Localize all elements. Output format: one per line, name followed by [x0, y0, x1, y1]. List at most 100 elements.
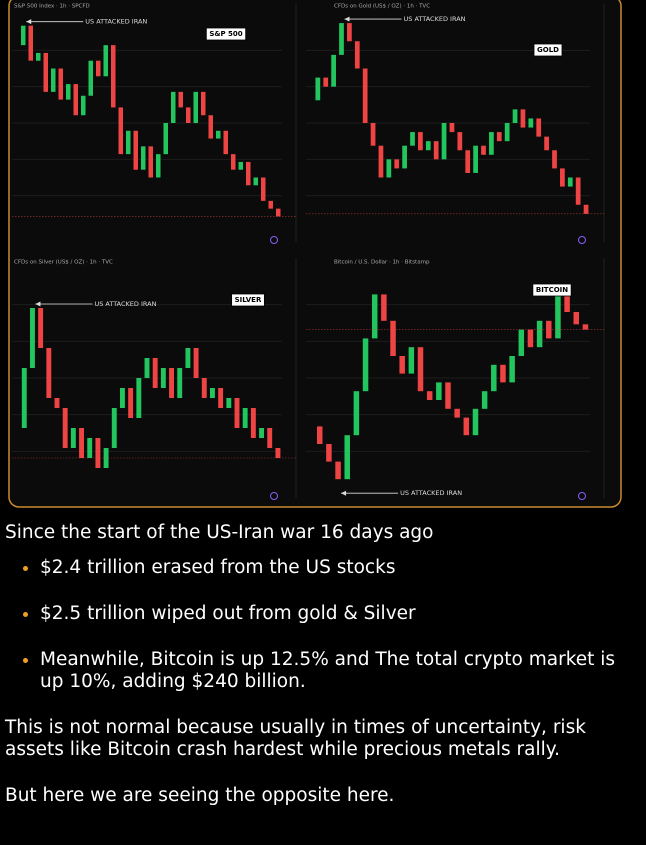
- candle: [268, 200, 273, 209]
- candle: [28, 25, 33, 61]
- candle: [472, 408, 479, 436]
- arrow-head: [35, 301, 41, 307]
- candle: [136, 378, 142, 418]
- candle: [36, 52, 41, 61]
- candle: [354, 41, 360, 69]
- candle: [481, 391, 488, 409]
- candle: [536, 320, 543, 348]
- candle: [504, 123, 510, 142]
- candle: [402, 145, 407, 169]
- candle: [315, 77, 321, 101]
- candle: [259, 428, 264, 438]
- candle: [250, 408, 256, 438]
- candle: [441, 123, 447, 160]
- annotation: US ATTACKED IRAN: [404, 15, 466, 23]
- candle: [96, 60, 101, 77]
- candle: [208, 115, 213, 139]
- candle: [573, 312, 580, 325]
- candle: [87, 438, 93, 458]
- candle: [370, 123, 376, 146]
- candle: [246, 161, 251, 186]
- candle: [73, 84, 78, 116]
- candle: [242, 408, 248, 428]
- annotation: US ATTACKED IRAN: [85, 18, 147, 26]
- candle: [38, 308, 44, 348]
- candle: [481, 145, 486, 155]
- candle: [378, 145, 384, 178]
- candle: [160, 368, 166, 388]
- candle: [103, 45, 108, 77]
- chart-header: CFDs on Silver (US$ / OZ) · 1h · TVC: [14, 260, 113, 266]
- candle: [253, 177, 258, 186]
- candle: [193, 91, 198, 123]
- candle: [30, 308, 35, 368]
- candle: [66, 84, 71, 100]
- candle: [144, 358, 150, 378]
- candle: [43, 52, 48, 92]
- chart-label: S&P 500: [209, 30, 242, 38]
- candle: [528, 118, 534, 128]
- candle: [128, 388, 134, 418]
- candle: [394, 159, 400, 169]
- candle: [46, 348, 52, 398]
- candle: [21, 368, 27, 428]
- candle: [371, 294, 378, 339]
- candle: [267, 428, 273, 448]
- candle: [347, 23, 352, 42]
- candle: [536, 118, 542, 137]
- candle: [335, 461, 341, 480]
- candle: [231, 154, 236, 170]
- chart-header: CFDs on Gold (US$ / OZ) · 1h · TVC: [334, 4, 430, 10]
- candle: [465, 150, 471, 173]
- label-box: [532, 283, 572, 297]
- candle: [583, 204, 589, 214]
- candle: [386, 159, 392, 178]
- candle: [454, 408, 460, 418]
- chart-grid: S&P 500 Index · 1h · SPCFD S&P 500 US ATTA…: [8, 0, 622, 508]
- candle: [323, 77, 329, 87]
- reset-icon: [578, 492, 586, 500]
- bullet: $2.5 trillion wiped out from gold & Silv…: [40, 603, 641, 625]
- reset-icon: [270, 236, 278, 244]
- candle: [185, 348, 191, 368]
- candle: [111, 45, 116, 108]
- candle: [261, 177, 266, 201]
- candle: [527, 329, 534, 348]
- candle: [216, 130, 221, 139]
- candle: [496, 132, 502, 142]
- post-text: Since the start of the US-Iran war 16 da…: [5, 522, 641, 807]
- chart-header: Bitcoin / U.S. Dollar · 1h · Bitstamp: [334, 260, 430, 266]
- candle: [552, 150, 557, 169]
- bullet: $2.4 trillion erased from the US stocks: [40, 557, 641, 579]
- candle: [408, 347, 415, 374]
- reset-icon: [578, 236, 586, 244]
- candle: [223, 130, 228, 155]
- chart-header: S&P 500 Index · 1h · SPCFD: [14, 4, 90, 10]
- candle: [218, 388, 224, 408]
- chart-label: SILVER: [235, 296, 262, 304]
- reset-icon: [270, 492, 278, 500]
- candle: [436, 382, 442, 400]
- candle: [417, 347, 424, 392]
- candle: [186, 107, 191, 123]
- candle: [418, 132, 423, 151]
- candle: [473, 145, 478, 173]
- candle: [555, 294, 561, 339]
- candle: [163, 123, 168, 155]
- candle: [575, 177, 581, 205]
- candle: [152, 358, 158, 388]
- candle: [126, 130, 131, 155]
- candle: [133, 130, 138, 170]
- candle: [54, 398, 60, 408]
- candle: [148, 146, 153, 178]
- candle: [316, 426, 323, 444]
- candle: [210, 388, 215, 398]
- candle: [457, 132, 463, 151]
- candle: [58, 68, 63, 100]
- chart-label: GOLD: [537, 46, 559, 54]
- candle: [111, 408, 117, 448]
- candle: [326, 444, 332, 462]
- candle: [177, 368, 183, 398]
- candle: [489, 132, 494, 155]
